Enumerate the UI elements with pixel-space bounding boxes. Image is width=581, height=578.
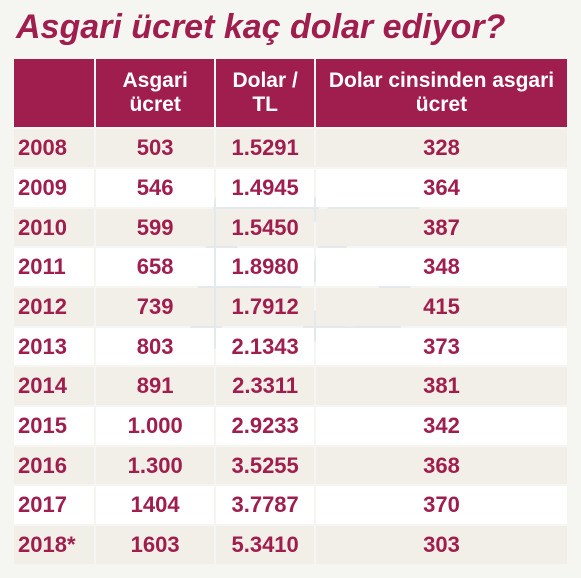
cell-usd: 368 bbox=[316, 447, 567, 485]
cell-year: 2016 bbox=[14, 447, 94, 485]
table-row: 20116581.8980348 bbox=[14, 248, 567, 286]
cell-wage: 599 bbox=[96, 209, 214, 247]
cell-year: 2010 bbox=[14, 209, 94, 247]
cell-year: 2013 bbox=[14, 328, 94, 366]
col-header-rate: Dolar / TL bbox=[216, 59, 314, 127]
table-body: 20085031.529132820095461.494536420105991… bbox=[14, 129, 567, 564]
table-row: 20095461.4945364 bbox=[14, 169, 567, 207]
cell-usd: 381 bbox=[316, 367, 567, 405]
table-row: 2018*16035.3410303 bbox=[14, 526, 567, 564]
cell-wage: 658 bbox=[96, 248, 214, 286]
cell-rate: 1.8980 bbox=[216, 248, 314, 286]
cell-usd: 387 bbox=[316, 209, 567, 247]
cell-rate: 3.5255 bbox=[216, 447, 314, 485]
cell-usd: 348 bbox=[316, 248, 567, 286]
cell-usd: 364 bbox=[316, 169, 567, 207]
cell-rate: 3.7787 bbox=[216, 486, 314, 524]
cell-year: 2018* bbox=[14, 526, 94, 564]
cell-wage: 891 bbox=[96, 367, 214, 405]
wage-table: Asgari ücret Dolar / TL Dolar cinsinden … bbox=[12, 57, 569, 566]
cell-usd: 415 bbox=[316, 288, 567, 326]
col-header-usd: Dolar cinsinden asgari ücret bbox=[316, 59, 567, 127]
cell-wage: 1.000 bbox=[96, 407, 214, 445]
cell-rate: 1.7912 bbox=[216, 288, 314, 326]
cell-rate: 5.3410 bbox=[216, 526, 314, 564]
cell-year: 2011 bbox=[14, 248, 94, 286]
cell-usd: 328 bbox=[316, 129, 567, 167]
cell-usd: 303 bbox=[316, 526, 567, 564]
page-title: Asgari ücret kaç dolar ediyor? bbox=[12, 8, 569, 47]
cell-rate: 1.5291 bbox=[216, 129, 314, 167]
cell-wage: 503 bbox=[96, 129, 214, 167]
cell-wage: 1603 bbox=[96, 526, 214, 564]
cell-rate: 2.9233 bbox=[216, 407, 314, 445]
cell-usd: 370 bbox=[316, 486, 567, 524]
col-header-year bbox=[14, 59, 94, 127]
cell-year: 2008 bbox=[14, 129, 94, 167]
cell-rate: 1.4945 bbox=[216, 169, 314, 207]
cell-rate: 1.5450 bbox=[216, 209, 314, 247]
table-row: 20105991.5450387 bbox=[14, 209, 567, 247]
cell-wage: 1.300 bbox=[96, 447, 214, 485]
cell-year: 2014 bbox=[14, 367, 94, 405]
cell-usd: 373 bbox=[316, 328, 567, 366]
table-header: Asgari ücret Dolar / TL Dolar cinsinden … bbox=[14, 59, 567, 127]
cell-wage: 546 bbox=[96, 169, 214, 207]
cell-year: 2009 bbox=[14, 169, 94, 207]
table-row: 20148912.3311381 bbox=[14, 367, 567, 405]
cell-rate: 2.3311 bbox=[216, 367, 314, 405]
table-row: 20138032.1343373 bbox=[14, 328, 567, 366]
table-container: Asgari ücret kaç dolar ediyor? Asgari üc… bbox=[0, 0, 581, 578]
cell-usd: 342 bbox=[316, 407, 567, 445]
table-row: 20151.0002.9233342 bbox=[14, 407, 567, 445]
cell-year: 2015 bbox=[14, 407, 94, 445]
cell-year: 2017 bbox=[14, 486, 94, 524]
cell-year: 2012 bbox=[14, 288, 94, 326]
table-row: 20161.3003.5255368 bbox=[14, 447, 567, 485]
table-row: 20127391.7912415 bbox=[14, 288, 567, 326]
cell-rate: 2.1343 bbox=[216, 328, 314, 366]
col-header-wage: Asgari ücret bbox=[96, 59, 214, 127]
cell-wage: 739 bbox=[96, 288, 214, 326]
cell-wage: 803 bbox=[96, 328, 214, 366]
table-row: 20085031.5291328 bbox=[14, 129, 567, 167]
cell-wage: 1404 bbox=[96, 486, 214, 524]
table-row: 201714043.7787370 bbox=[14, 486, 567, 524]
